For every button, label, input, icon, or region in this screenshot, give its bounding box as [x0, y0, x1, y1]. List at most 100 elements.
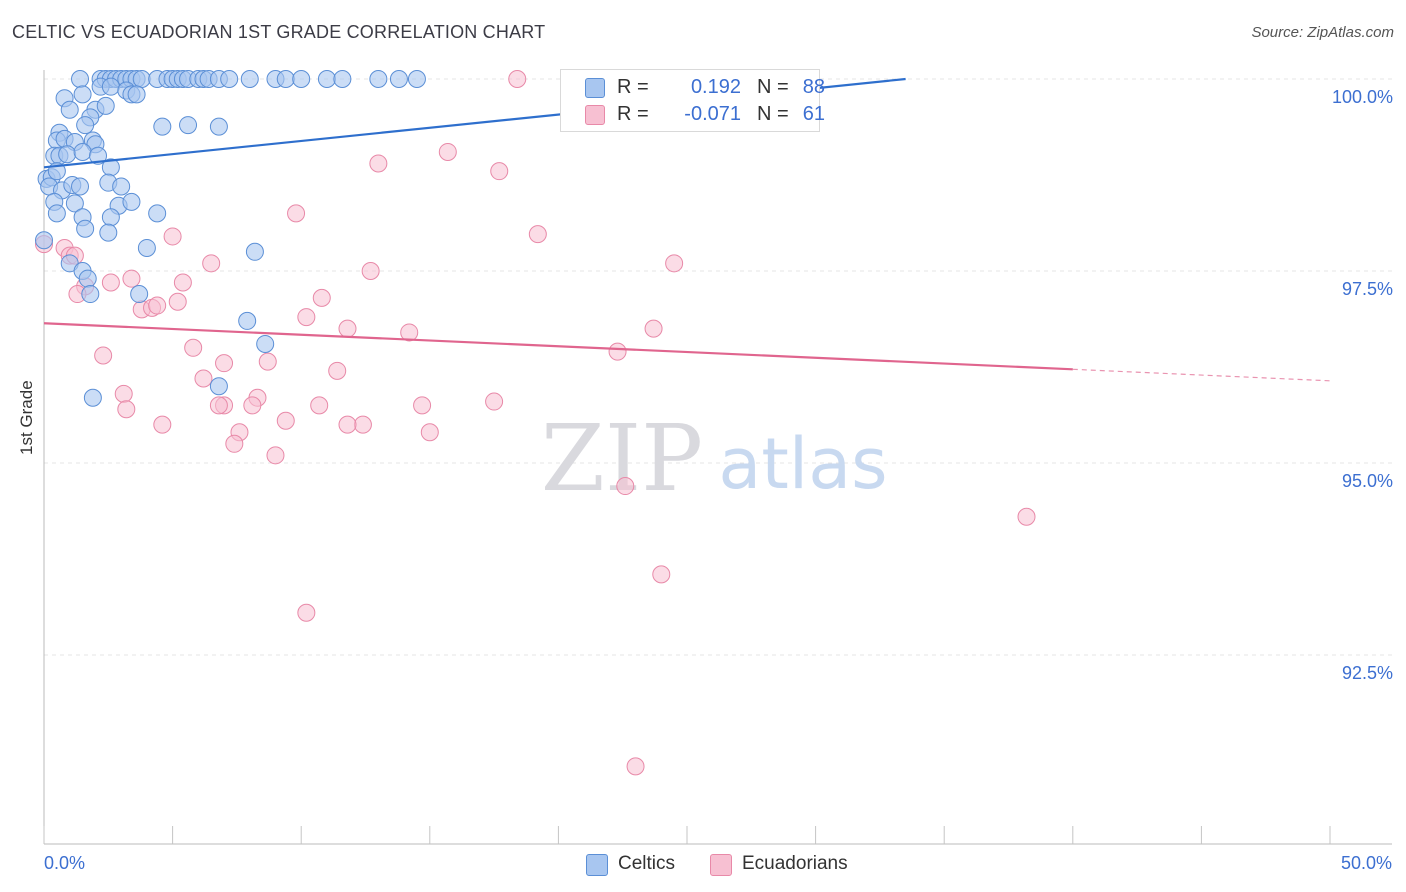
ecuadorians-point: [490, 162, 509, 181]
celtics-point: [220, 70, 239, 88]
celtics-point: [73, 142, 92, 161]
celtics-point: [238, 311, 257, 330]
celtics-point: [83, 388, 102, 407]
celtics-point: [333, 70, 352, 88]
ecuadorians-point: [148, 296, 167, 315]
legend-label-celtics: Celtics: [618, 853, 676, 874]
celtics-point: [127, 85, 146, 104]
celtics-point: [209, 117, 228, 136]
celtics-point: [89, 146, 108, 165]
ecuadorians-point: [173, 273, 192, 292]
tick-labels: 100.0% 97.5% 95.0% 92.5% 0.0% 50.0%: [44, 87, 1393, 873]
celtics-point: [153, 117, 172, 136]
y-tick-label: 97.5%: [1342, 279, 1393, 299]
celtics-point: [276, 70, 295, 88]
r-label: R =: [617, 103, 649, 125]
ecuadorians-point: [117, 400, 136, 419]
ecuadorians-point: [202, 254, 221, 273]
celtics-point: [407, 70, 426, 88]
ecuadorians-point: [276, 411, 295, 430]
ecuadorians-point: [258, 352, 277, 371]
ecuadorians-point: [297, 308, 316, 327]
celtics-point: [209, 377, 228, 396]
legend-label-ecuadorians: Ecuadorians: [742, 853, 848, 874]
x-tick-label: 50.0%: [1341, 853, 1392, 873]
celtics-point: [130, 285, 149, 304]
ecuadorians-point: [626, 757, 645, 776]
celtics-point: [73, 85, 92, 104]
ecuadorians-swatch: [710, 854, 732, 876]
ecuadorians-swatch: [585, 105, 605, 125]
celtics-point: [148, 204, 167, 223]
ecuadorians-point: [243, 396, 262, 415]
watermark-zip: ZIP: [541, 405, 703, 512]
ecuadorians-point: [114, 384, 133, 403]
celtics-point: [101, 77, 120, 96]
celtics-point: [389, 70, 408, 88]
celtics-point: [122, 192, 141, 211]
ecuadorians-point: [665, 254, 684, 273]
watermark-atlas: atlas: [718, 423, 887, 505]
r-label: R =: [617, 76, 649, 98]
celtics-point: [317, 70, 336, 88]
ecuadorians-point: [508, 70, 527, 88]
ecuadorians-point: [184, 338, 203, 357]
celtics-point: [256, 334, 275, 353]
celtics-swatch: [585, 78, 605, 98]
celtics-point: [292, 70, 311, 88]
axis-layer: [43, 70, 1392, 845]
celtics-point: [58, 145, 77, 164]
celtics-point: [112, 177, 131, 196]
celtics-point: [78, 269, 97, 288]
celtics-point: [96, 96, 115, 115]
ecuadorians-trend-line: [43, 322, 1073, 371]
celtics-point: [81, 285, 100, 304]
r-value: 0.192: [690, 76, 741, 98]
celtics-point: [76, 116, 95, 135]
ecuadorians-point: [400, 323, 419, 342]
n-label: N =: [757, 76, 789, 98]
ecuadorians-point: [361, 262, 380, 280]
n-label: N =: [757, 103, 789, 125]
celtics-point: [132, 70, 151, 88]
n-value: 61: [802, 103, 825, 125]
y-tick-label: 92.5%: [1342, 663, 1393, 683]
ecuadorians-point: [485, 392, 504, 411]
ecuadorians-point: [328, 361, 347, 380]
ecuadorians-point: [287, 204, 306, 223]
ecuadorians-point: [215, 354, 234, 373]
chart-title: CELTIC VS ECUADORIAN 1ST GRADE CORRELATI…: [12, 22, 546, 42]
ecuadorians-point: [369, 154, 388, 173]
ecuadorians-point: [353, 415, 372, 434]
ecuadorians-point: [94, 346, 113, 365]
ecuadorians-point: [438, 142, 457, 161]
ecuadorians-point: [312, 288, 331, 307]
celtics-point: [76, 219, 95, 238]
stats-legend: R = 0.192 N = 88 R = -0.071 N = 61: [560, 69, 825, 132]
ecuadorians-point: [225, 434, 244, 453]
ecuadorians-point: [528, 225, 547, 244]
celtics-point: [137, 238, 156, 257]
y-tick-label: 100.0%: [1332, 87, 1393, 107]
celtics-swatch: [586, 854, 608, 876]
celtics-point: [47, 204, 66, 223]
celtics-point: [60, 100, 79, 119]
celtics-point: [179, 116, 198, 135]
celtics-point: [65, 194, 84, 213]
celtics-point: [35, 231, 53, 250]
n-value: 88: [802, 76, 825, 98]
ecuadorians-point: [163, 227, 182, 246]
ecuadorians-point: [420, 423, 439, 442]
ecuadorians-point: [153, 415, 172, 434]
ecuadorians-point: [338, 415, 357, 434]
celtics-point: [101, 208, 120, 227]
r-value: -0.071: [684, 103, 741, 125]
celtics-points: [35, 70, 426, 407]
ecuadorians-point: [413, 396, 432, 415]
ecuadorians-point: [644, 319, 663, 338]
ecuadorians-point: [168, 292, 187, 311]
celtics-point: [71, 177, 90, 196]
x-tick-label: 0.0%: [44, 853, 85, 873]
ecuadorians-point: [194, 369, 213, 388]
